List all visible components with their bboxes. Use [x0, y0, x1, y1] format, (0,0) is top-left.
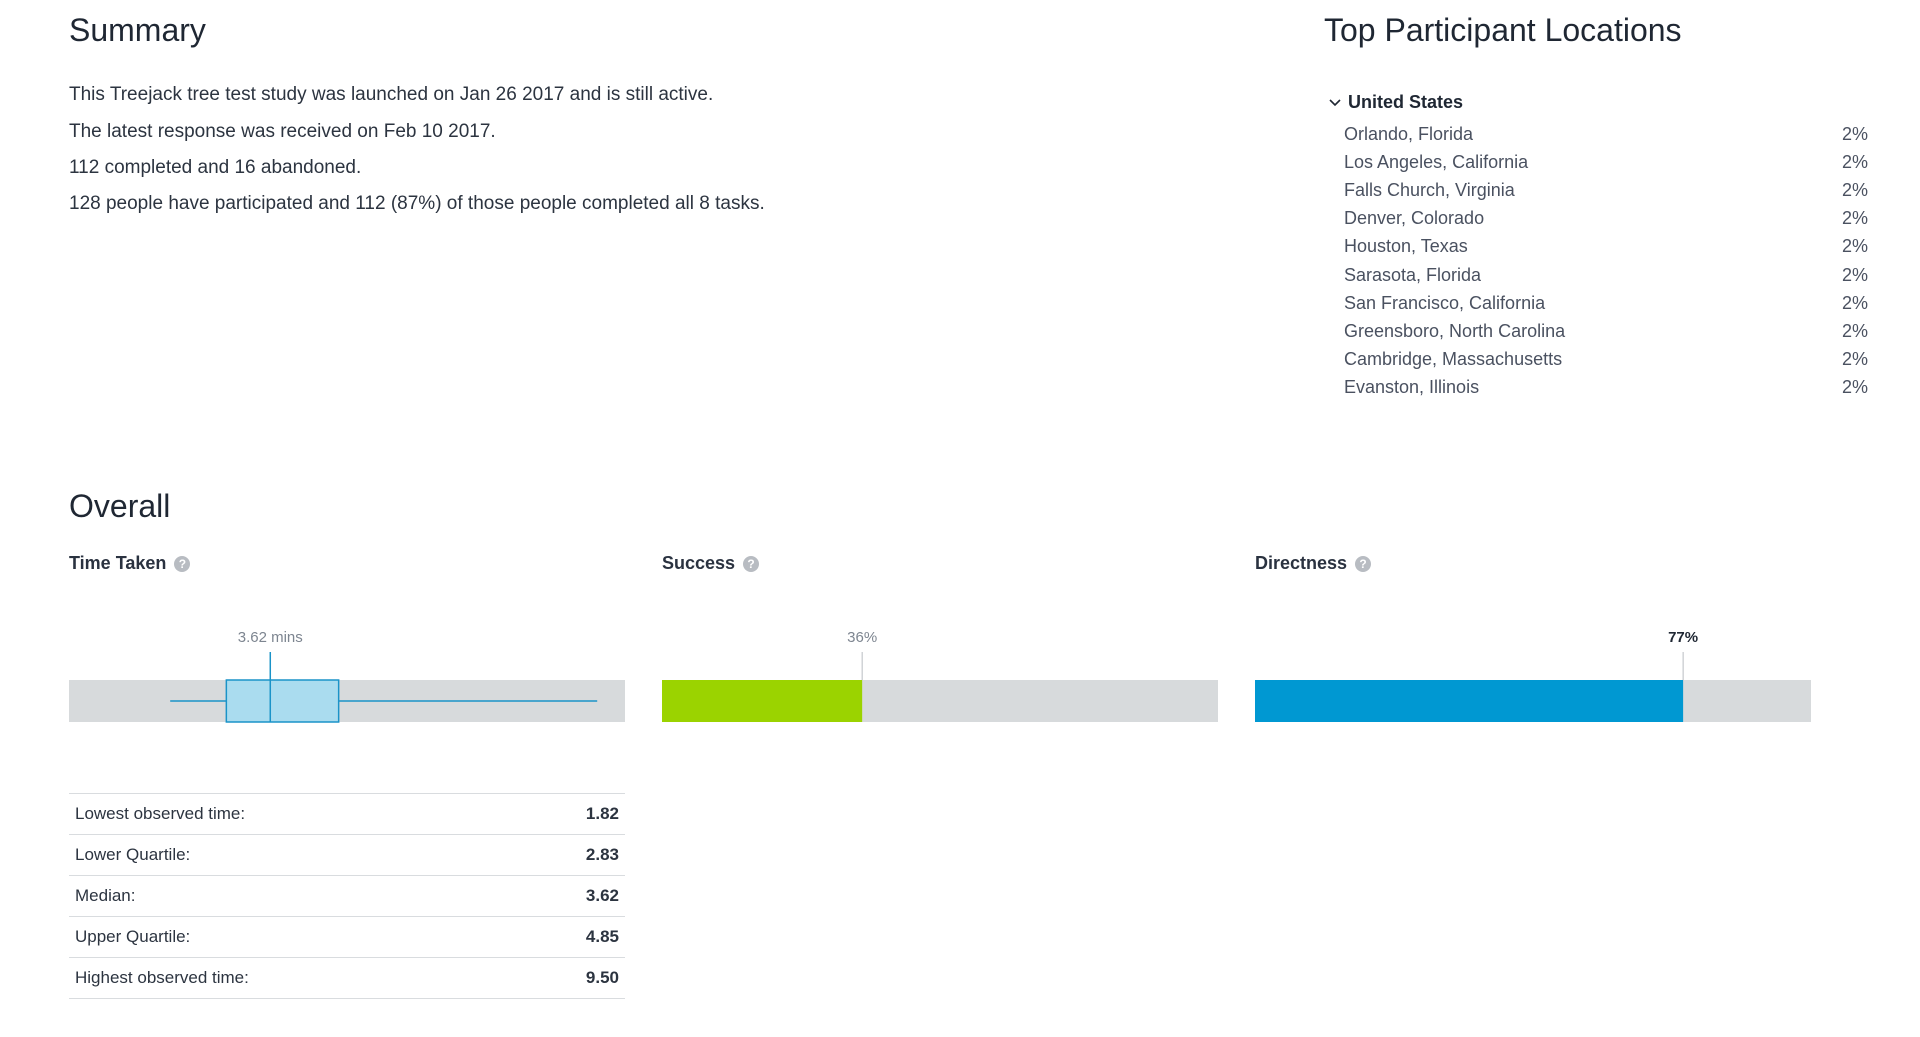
success-label: Success	[662, 553, 736, 573]
table-row: Highest observed time: 9.50	[69, 957, 625, 999]
summary-line-latest: The latest response was received on Feb …	[69, 121, 496, 142]
directness-bar-chart: 02040608010077%	[1255, 629, 1811, 722]
location-percent: 2%	[1841, 179, 1868, 200]
location-item: Los Angeles, California 2%	[1344, 148, 1868, 176]
location-city: Evanston, Illinois	[1344, 377, 1480, 398]
summary-line-completed: 112 completed and 16 abandoned.	[69, 157, 362, 178]
success-title: Success ?	[662, 553, 1218, 574]
success-bar-chart: 02040608010036%	[662, 629, 1218, 722]
location-city: Houston, Texas	[1344, 236, 1468, 257]
stat-value: 4.85	[516, 916, 625, 958]
locations-title: Top Participant Locations	[1324, 12, 1682, 48]
stat-value: 9.50	[516, 957, 625, 999]
location-city: Greensboro, North Carolina	[1344, 320, 1566, 341]
location-city: Falls Church, Virginia	[1344, 179, 1515, 200]
iqr-box	[225, 679, 340, 723]
stat-label: Lowest observed time:	[69, 793, 517, 835]
directness-panel: Directness ? 02040608010077%	[1255, 553, 1811, 722]
location-percent: 2%	[1841, 377, 1868, 398]
location-item: Denver, Colorado 2%	[1344, 205, 1868, 233]
location-city: Cambridge, Massachusetts	[1344, 349, 1563, 370]
directness-chart: 02040608010077%	[1255, 613, 1811, 733]
summary-section: Summary This Treejack tree test study wa…	[69, 12, 969, 214]
location-item: Greensboro, North Carolina 2%	[1344, 317, 1868, 345]
success-chart: 02040608010036%	[662, 613, 1218, 733]
country-toggle[interactable]: United States	[1324, 92, 1463, 113]
time-taken-boxplot: 0123456789103.62 mins	[69, 629, 625, 723]
stat-value: 1.82	[516, 793, 625, 835]
location-item: Sarasota, Florida 2%	[1344, 261, 1868, 289]
median-annotation: 3.62 mins	[238, 629, 303, 646]
locations-section: Top Participant Locations United States …	[1324, 12, 1868, 397]
summary-title: Summary	[69, 12, 206, 48]
location-percent: 2%	[1841, 151, 1868, 172]
location-percent: 2%	[1841, 123, 1868, 144]
location-percent: 2%	[1841, 349, 1868, 370]
location-item: Orlando, Florida 2%	[1344, 120, 1868, 148]
table-row: Upper Quartile: 4.85	[69, 916, 625, 958]
location-city: Los Angeles, California	[1344, 151, 1529, 172]
location-percent: 2%	[1841, 236, 1868, 257]
question-circle-icon[interactable]: ?	[1355, 555, 1372, 572]
summary-line-launch: This Treejack tree test study was launch…	[69, 84, 714, 105]
location-item: San Francisco, California 2%	[1344, 289, 1868, 317]
summary-line-participants: 128 people have participated and 112 (87…	[69, 193, 765, 214]
time-taken-chart: 0123456789103.62 mins	[69, 613, 625, 733]
stat-label: Highest observed time:	[69, 957, 517, 999]
location-item: Cambridge, Massachusetts 2%	[1344, 346, 1868, 374]
time-taken-label: Time Taken	[69, 553, 167, 573]
value-bar	[662, 680, 863, 722]
table-row: Median: 3.62	[69, 875, 625, 917]
location-item: Houston, Texas 2%	[1344, 233, 1868, 261]
location-percent: 2%	[1841, 264, 1868, 285]
directness-label: Directness	[1255, 553, 1348, 573]
directness-title: Directness ?	[1255, 553, 1811, 574]
overall-title: Overall	[69, 488, 171, 524]
location-city: Orlando, Florida	[1344, 123, 1474, 144]
stat-label: Upper Quartile:	[69, 916, 517, 958]
value-annotation: 36%	[847, 629, 877, 646]
time-stats-table: Lowest observed time: 1.82 Lower Quartile…	[69, 793, 625, 999]
location-city: Denver, Colorado	[1344, 208, 1485, 229]
country-label: United States	[1348, 92, 1464, 112]
location-item: Falls Church, Virginia 2%	[1344, 176, 1868, 204]
location-city: San Francisco, California	[1344, 292, 1546, 313]
success-panel: Success ? 02040608010036%	[662, 553, 1218, 722]
question-circle-icon[interactable]: ?	[174, 555, 191, 572]
time-taken-title: Time Taken ?	[69, 553, 625, 574]
stat-label: Lower Quartile:	[69, 834, 517, 876]
stat-label: Median:	[69, 875, 517, 917]
value-bar	[1255, 680, 1684, 722]
question-circle-icon[interactable]: ?	[743, 555, 760, 572]
location-item: Evanston, Illinois 2%	[1344, 374, 1868, 402]
location-percent: 2%	[1841, 320, 1868, 341]
stat-value: 2.83	[516, 834, 625, 876]
location-percent: 2%	[1841, 292, 1868, 313]
location-percent: 2%	[1841, 208, 1868, 229]
time-taken-panel: Time Taken ? 0123456789103.62 mins	[69, 553, 625, 723]
value-annotation: 77%	[1668, 629, 1698, 646]
chevron-down-icon	[1324, 98, 1346, 107]
location-list: Orlando, Florida 2% Los Angeles, Californ…	[1344, 120, 1868, 402]
table-row: Lower Quartile: 2.83	[69, 834, 625, 876]
table-row: Lowest observed time: 1.82	[69, 793, 625, 835]
location-city: Sarasota, Florida	[1344, 264, 1482, 285]
stat-value: 3.62	[516, 875, 625, 917]
